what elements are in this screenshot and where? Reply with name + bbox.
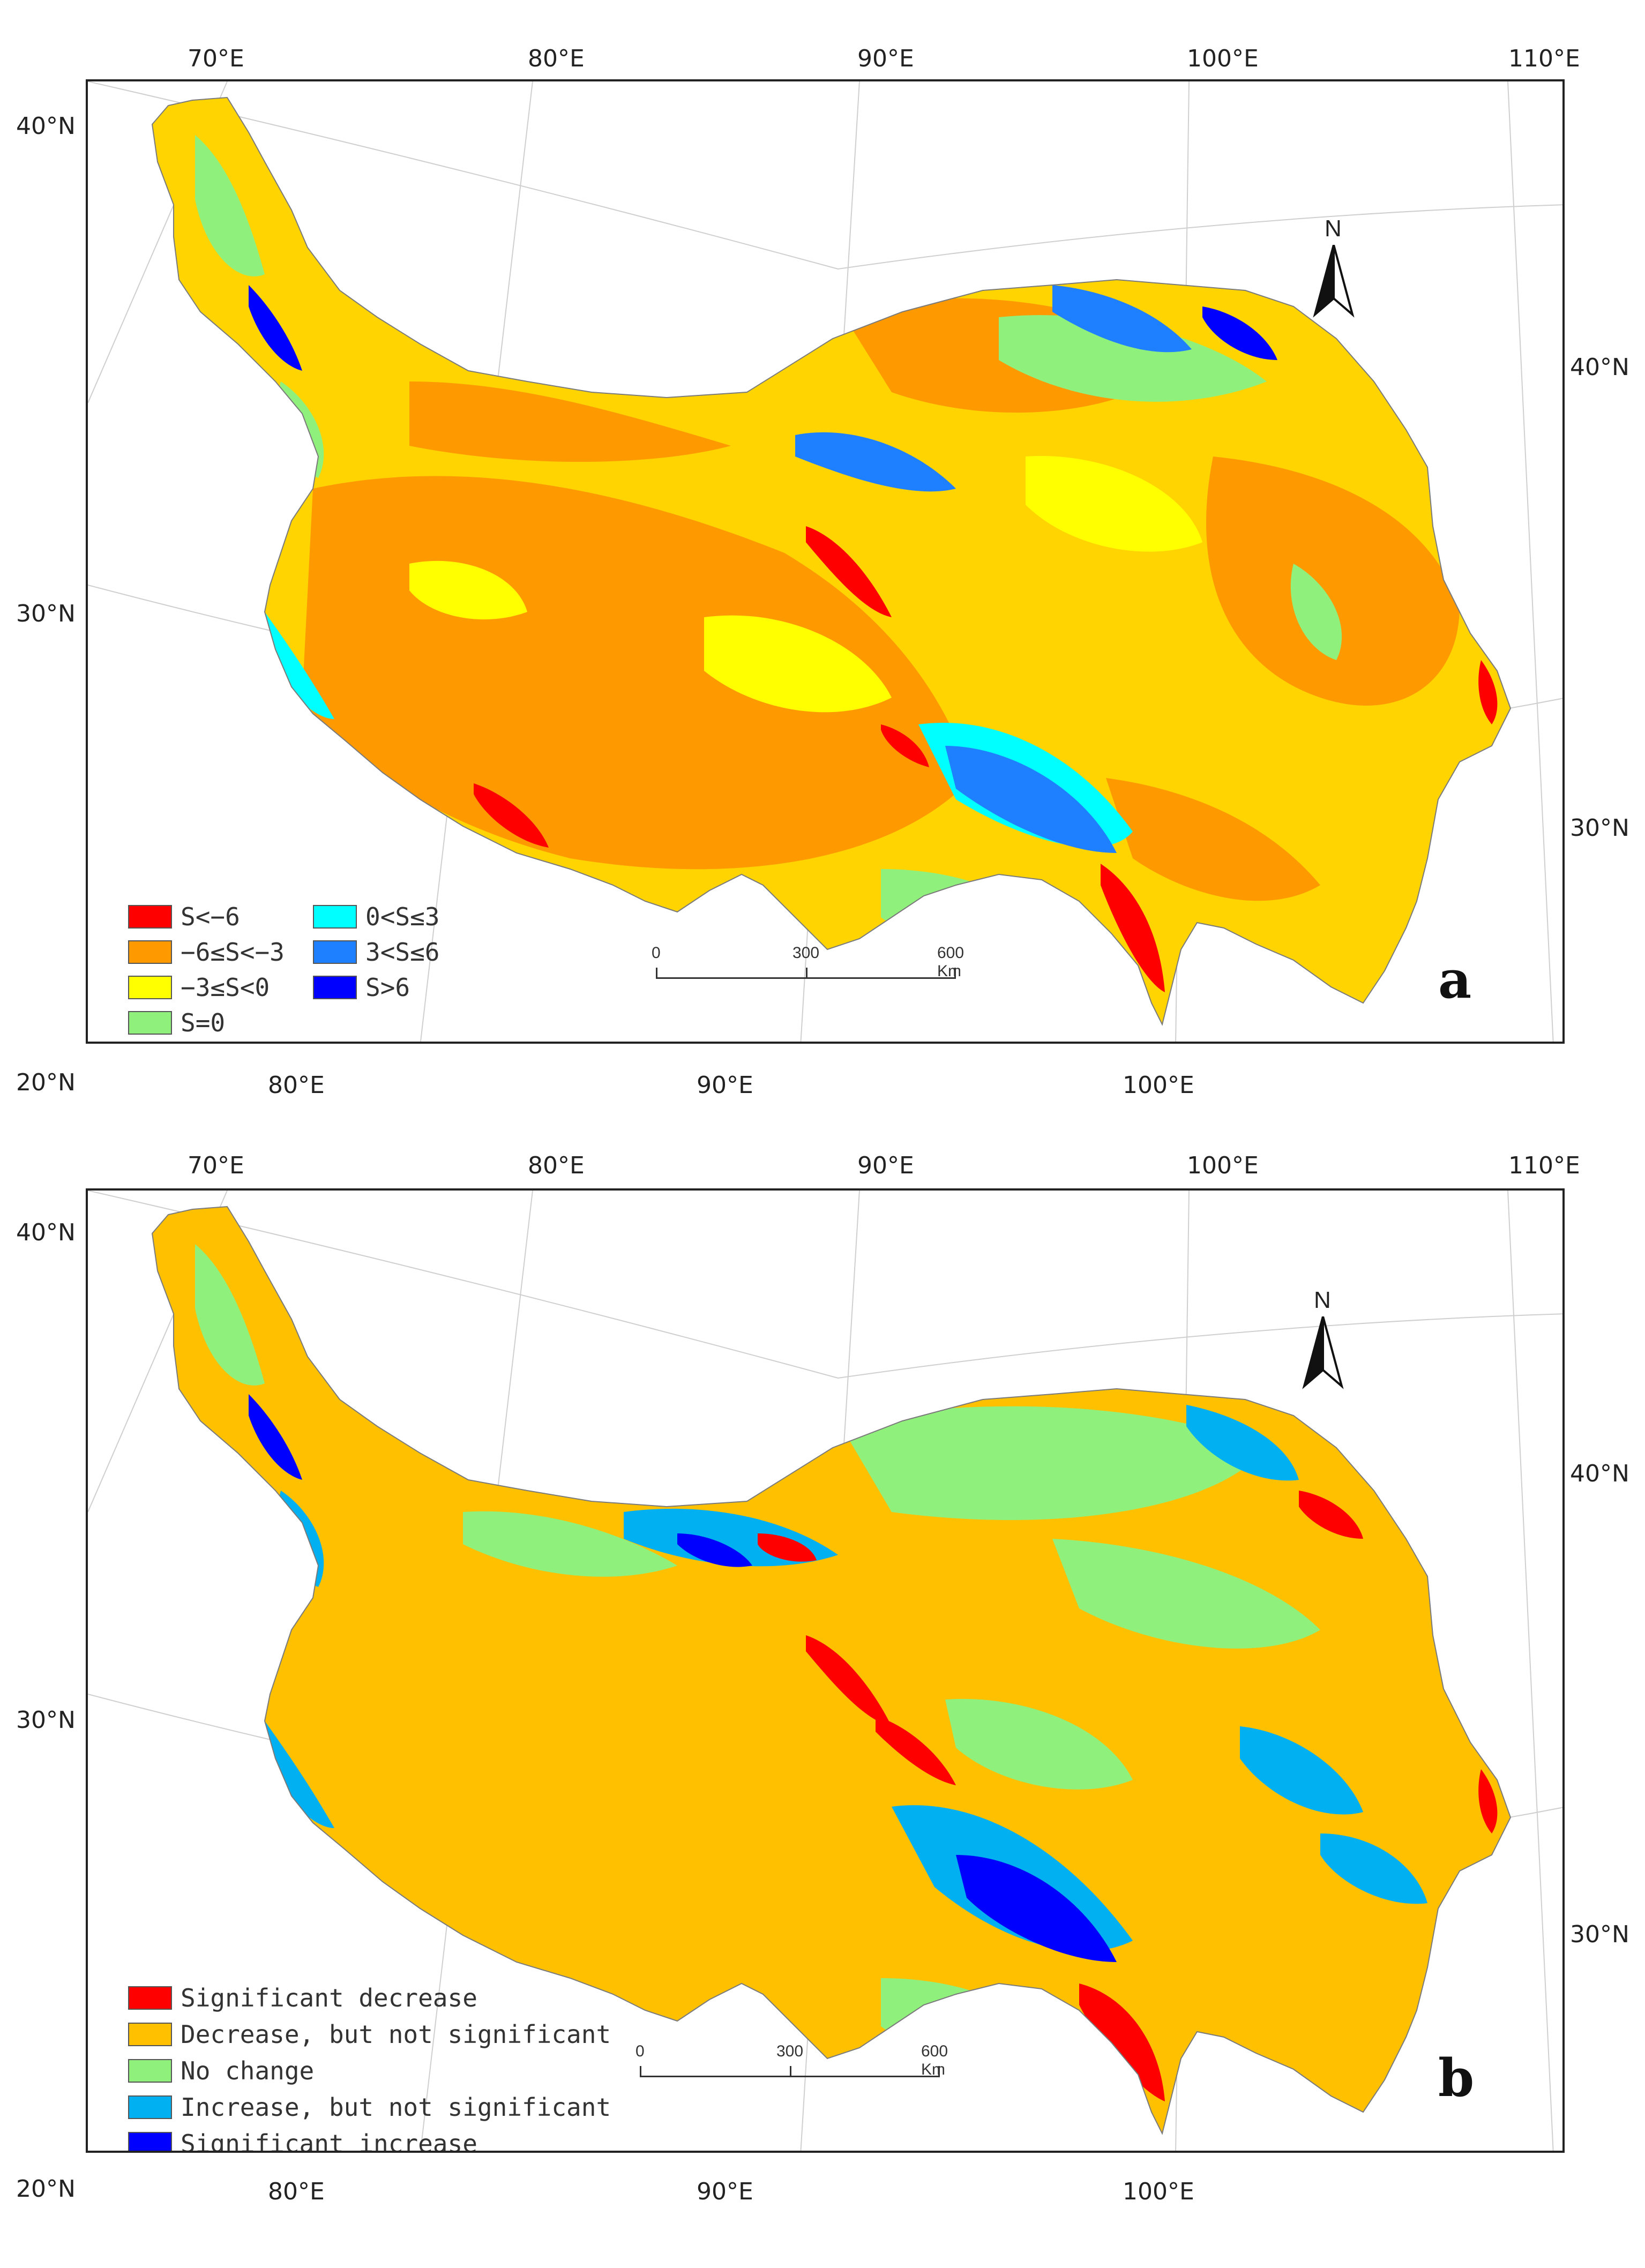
panel-letter: b bbox=[1438, 2048, 1475, 2108]
map-panel-a: N S<−6 0<S≤3 −6≤S<−3 3<S≤6 −3≤S<0 bbox=[86, 79, 1565, 1044]
legend-swatch bbox=[128, 940, 172, 964]
scale-tick-label: 0 bbox=[652, 944, 661, 962]
scale-line bbox=[656, 977, 956, 979]
scale-tick-label: 600 Km bbox=[937, 944, 964, 980]
legend-swatch bbox=[128, 2023, 172, 2046]
legend-item: Increase, but not significant bbox=[128, 2093, 611, 2122]
legend-item: Significant decrease bbox=[128, 1983, 477, 2012]
lon-label-top: 80°E bbox=[528, 45, 585, 72]
legend-label: 3<S≤6 bbox=[365, 938, 440, 967]
lon-label-top: 90°E bbox=[857, 1152, 914, 1179]
lat-label-left: 30°N bbox=[16, 600, 76, 627]
legend-label: S<−6 bbox=[181, 902, 240, 931]
lat-label-right: 40°N bbox=[1570, 354, 1629, 381]
legend-item: No change bbox=[128, 2056, 314, 2085]
map-panel-b: N Significant decrease Decrease, but not… bbox=[86, 1188, 1565, 2153]
lon-label-top: 70°E bbox=[188, 45, 244, 72]
scale-tick bbox=[790, 2066, 791, 2077]
legend-swatch bbox=[128, 1986, 172, 2010]
lon-label-bottom: 100°E bbox=[1123, 1072, 1194, 1099]
legend-swatch bbox=[128, 2132, 172, 2151]
lat-label-right: 30°N bbox=[1570, 814, 1629, 842]
legend-item: Decrease, but not significant bbox=[128, 2020, 611, 2049]
lon-label-bottom: 90°E bbox=[697, 2178, 753, 2205]
legend-swatch bbox=[128, 2059, 172, 2083]
north-arrow-icon bbox=[1313, 245, 1355, 318]
scale-tick-label: 300 bbox=[776, 2042, 804, 2060]
lat-label-left: 20°N bbox=[16, 2175, 76, 2203]
lon-label-top: 100°E bbox=[1187, 1152, 1259, 1179]
scale-line bbox=[640, 2076, 940, 2077]
legend-label: S=0 bbox=[181, 1008, 226, 1037]
legend-item: S<−6 bbox=[128, 902, 240, 931]
lat-label-right: 40°N bbox=[1570, 1460, 1629, 1487]
scale-tick bbox=[954, 968, 956, 978]
lat-label-left: 20°N bbox=[16, 1069, 76, 1096]
lon-label-bottom: 80°E bbox=[268, 2178, 325, 2205]
legend-item: S=0 bbox=[128, 1008, 225, 1037]
legend-item: −3≤S<0 bbox=[128, 973, 270, 1002]
lon-label-top: 100°E bbox=[1187, 45, 1259, 72]
scale-tick bbox=[656, 968, 657, 978]
legend-label: No change bbox=[181, 2056, 315, 2085]
legend-swatch bbox=[128, 976, 172, 999]
north-label: N bbox=[1314, 1287, 1331, 1313]
lon-label-top: 80°E bbox=[528, 1152, 585, 1179]
legend-label: Increase, but not significant bbox=[181, 2093, 611, 2122]
north-arrow-icon bbox=[1302, 1316, 1344, 1389]
lon-label-top: 70°E bbox=[188, 1152, 244, 1179]
scale-bar: 0 300 600 Km bbox=[635, 2042, 948, 2091]
legend-swatch bbox=[313, 905, 357, 929]
legend-label: Significant increase bbox=[181, 2129, 477, 2153]
scale-tick bbox=[938, 2066, 940, 2077]
scale-tick bbox=[806, 968, 807, 978]
lon-label-top: 110°E bbox=[1508, 45, 1580, 72]
legend-label: S>6 bbox=[365, 973, 410, 1002]
legend-item: 0<S≤3 bbox=[313, 902, 439, 931]
legend-item: Significant increase bbox=[128, 2129, 477, 2153]
scale-tick-label: 600 Km bbox=[921, 2042, 948, 2078]
lon-label-top: 90°E bbox=[857, 45, 914, 72]
legend-label: −6≤S<−3 bbox=[181, 938, 285, 967]
lon-label-bottom: 80°E bbox=[268, 1072, 325, 1099]
legend-item: 3<S≤6 bbox=[313, 938, 439, 967]
legend-item: −6≤S<−3 bbox=[128, 938, 285, 967]
north-label: N bbox=[1325, 215, 1342, 242]
legend-swatch bbox=[313, 940, 357, 964]
legend-label: Decrease, but not significant bbox=[181, 2020, 611, 2049]
scale-tick bbox=[640, 2066, 641, 2077]
lon-label-bottom: 100°E bbox=[1123, 2178, 1194, 2205]
lon-label-top: 110°E bbox=[1508, 1152, 1580, 1179]
map-graphic bbox=[88, 81, 1562, 1042]
legend-swatch bbox=[128, 905, 172, 929]
lat-label-right: 30°N bbox=[1570, 1921, 1629, 1948]
legend-swatch bbox=[313, 976, 357, 999]
legend-label: 0<S≤3 bbox=[365, 902, 440, 931]
map-graphic bbox=[88, 1191, 1562, 2151]
north-arrow: N bbox=[1299, 1287, 1347, 1389]
legend-label: Significant decrease bbox=[181, 1983, 477, 2012]
legend-item: S>6 bbox=[313, 973, 410, 1002]
lat-label-left: 40°N bbox=[16, 1219, 76, 1246]
scale-bar: 0 300 600 Km bbox=[652, 944, 964, 992]
scale-tick-label: 300 bbox=[792, 944, 820, 962]
scale-tick-label: 0 bbox=[635, 2042, 645, 2060]
lat-label-left: 40°N bbox=[16, 113, 76, 140]
legend-label: −3≤S<0 bbox=[181, 973, 270, 1002]
north-arrow: N bbox=[1310, 215, 1358, 318]
lon-label-bottom: 90°E bbox=[697, 1072, 753, 1099]
lat-label-left: 30°N bbox=[16, 1706, 76, 1734]
legend-swatch bbox=[128, 1011, 172, 1035]
panel-letter: a bbox=[1438, 949, 1472, 1010]
legend-swatch bbox=[128, 2095, 172, 2119]
